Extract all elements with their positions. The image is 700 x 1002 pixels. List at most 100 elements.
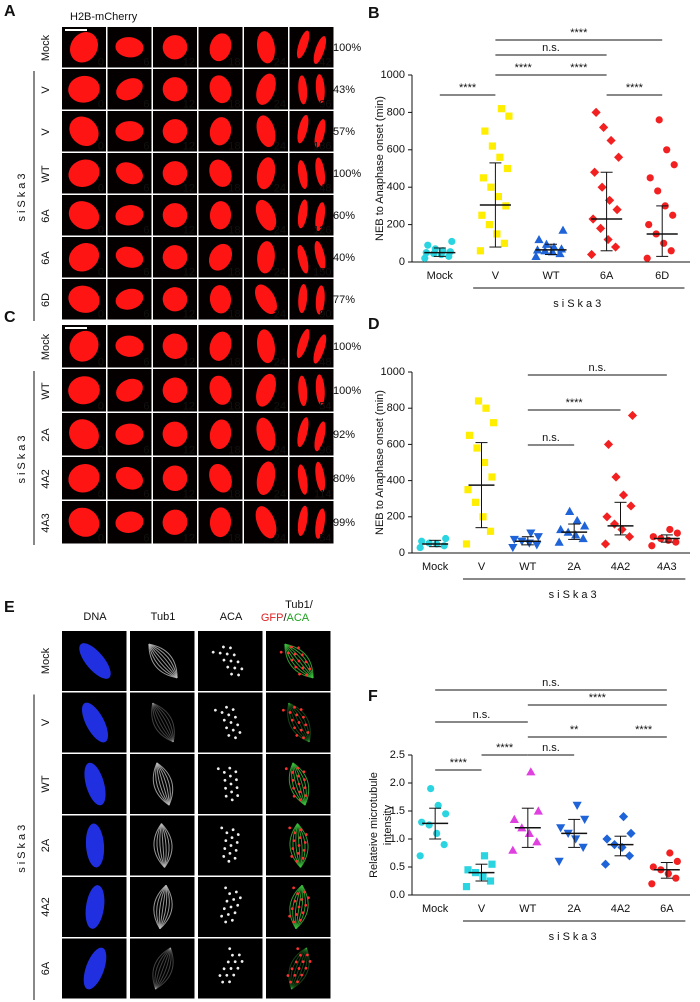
point	[503, 164, 511, 173]
column-header: ACA	[220, 611, 243, 623]
time-stamp: 6	[143, 182, 149, 194]
kinetochore	[302, 848, 306, 852]
image-cell	[289, 325, 334, 368]
point	[612, 205, 622, 215]
group-label: siSka3	[16, 170, 28, 221]
kinetochore	[303, 841, 307, 844]
point	[603, 439, 614, 449]
chromatin	[209, 201, 232, 230]
panel-letter: F	[368, 688, 378, 705]
row-percent: 60%	[333, 210, 355, 222]
image-cell	[289, 413, 334, 456]
point	[673, 529, 681, 537]
time-stamp: 42	[319, 56, 331, 68]
kinetochore	[222, 658, 226, 662]
point	[473, 444, 481, 452]
chromatin	[298, 75, 308, 105]
kinetochore	[292, 920, 296, 924]
dna	[85, 885, 105, 929]
kinetochore	[229, 905, 233, 909]
kinetochore	[290, 967, 294, 971]
kinetochore	[299, 953, 302, 957]
kinetochore	[293, 652, 297, 656]
image-cell	[130, 938, 195, 999]
group-label: siSka3	[553, 298, 604, 310]
spindle	[290, 947, 307, 990]
time-stamp: 24	[274, 182, 286, 194]
kinetochore	[234, 770, 238, 774]
time-stamp: 0	[98, 266, 104, 278]
kinetochore	[288, 914, 292, 918]
kinetochore	[298, 836, 302, 840]
time-stamp: 6	[143, 308, 149, 320]
kinetochore	[296, 774, 300, 778]
chromatin	[162, 35, 188, 60]
y-axis-label: intensity	[382, 804, 394, 845]
kinetochore	[297, 659, 301, 663]
kinetochore	[222, 855, 226, 858]
time-stamp: 12	[183, 266, 195, 278]
spindle	[291, 947, 308, 990]
kinetochore	[218, 651, 222, 655]
kinetochore	[299, 708, 303, 711]
time-stamp: 48	[319, 356, 331, 368]
point	[571, 835, 581, 844]
time-stamp: 12	[183, 400, 195, 412]
chromatin	[116, 162, 143, 185]
point	[664, 870, 672, 878]
spindle	[161, 823, 170, 868]
point	[558, 225, 568, 234]
panel-letter: E	[4, 599, 15, 616]
time-stamp: 0	[98, 224, 104, 236]
spindle	[159, 885, 167, 929]
chromatin	[256, 329, 276, 364]
point	[534, 234, 544, 244]
time-stamp: 54	[319, 400, 331, 412]
kinetochore	[298, 798, 302, 802]
point	[555, 248, 565, 258]
kinetochore	[223, 847, 227, 850]
x-tick-label: V	[478, 561, 486, 573]
chromatin	[297, 114, 309, 144]
point	[587, 249, 597, 260]
chromatin	[256, 461, 276, 496]
row-label: WT	[40, 775, 52, 792]
time-stamp: 6	[143, 56, 149, 68]
y-tick-label: 0	[399, 256, 405, 268]
kinetochore	[306, 731, 310, 734]
kinetochore	[225, 652, 229, 656]
time-stamp: 18	[228, 356, 240, 368]
row-label: Mock	[40, 34, 52, 61]
row-percent: 40%	[333, 252, 355, 264]
point	[482, 404, 490, 412]
spindle	[289, 884, 303, 930]
chromatin	[313, 334, 327, 364]
kinetochore	[213, 708, 217, 712]
kinetochore	[229, 659, 233, 663]
kinetochore	[297, 721, 301, 724]
point	[672, 874, 680, 882]
y-tick-label: 2.0	[390, 777, 405, 789]
spindle	[292, 762, 307, 806]
time-stamp: 96	[319, 98, 331, 110]
kinetochore	[292, 786, 295, 790]
kinetochore	[211, 650, 215, 654]
row-label: 6A	[40, 209, 52, 223]
point	[440, 841, 448, 849]
kinetochore	[228, 766, 232, 770]
kinetochore	[291, 847, 295, 850]
significance-label: n.s.	[542, 432, 560, 444]
kinetochore	[294, 913, 298, 916]
spindle	[156, 823, 165, 868]
kinetochore	[226, 960, 230, 964]
y-tick-label: 1.5	[390, 805, 405, 817]
time-stamp: 12	[183, 488, 195, 500]
spindle	[152, 762, 170, 806]
chromatin	[162, 377, 188, 403]
group-label: siSka3	[16, 432, 28, 483]
spindle	[152, 702, 174, 742]
chromatin	[162, 203, 188, 228]
point	[446, 248, 454, 256]
kinetochore	[232, 898, 236, 901]
point	[556, 244, 567, 253]
